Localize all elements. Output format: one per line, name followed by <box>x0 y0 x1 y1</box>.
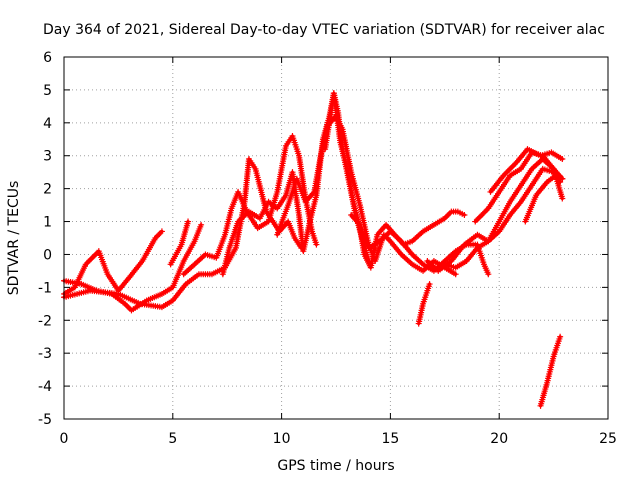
series-markers <box>522 172 566 225</box>
series-markers <box>537 333 564 409</box>
series-track-9 <box>348 211 492 278</box>
series-markers <box>472 149 566 225</box>
series-layer <box>61 90 566 409</box>
series-markers <box>61 156 305 311</box>
x-axis-title: GPS time / hours <box>277 458 394 474</box>
y-tick-label: -2 <box>38 313 52 329</box>
y-tick-label: 4 <box>43 116 52 132</box>
series-track-16 <box>537 333 564 409</box>
series-markers <box>167 218 192 268</box>
x-tick-label: 20 <box>490 431 508 447</box>
series-markers <box>180 132 320 278</box>
series-track-15 <box>522 172 566 225</box>
y-tick-label: 2 <box>43 182 52 198</box>
plot-frame <box>63 56 609 420</box>
y-tick-label: -3 <box>38 346 52 362</box>
series-markers <box>415 281 433 327</box>
x-tick-label: 15 <box>381 431 399 447</box>
y-tick-label: 5 <box>43 83 52 99</box>
y-tick-label: -4 <box>38 379 52 395</box>
y-tick-label: 3 <box>43 149 52 165</box>
series-markers <box>487 146 566 195</box>
y-tick-label: 6 <box>43 50 52 66</box>
series-track-14 <box>487 146 566 195</box>
y-axis-title: SDTVAR / TECUs <box>6 181 22 296</box>
series-track-13 <box>472 149 566 225</box>
series-track-1 <box>61 228 165 297</box>
series-track-3 <box>61 156 305 311</box>
y-tick-label: -1 <box>38 280 52 296</box>
tick-layer: 0 5 10 15 20 25 -5 -4 -3 -2 -1 0 1 2 3 4 5 6 <box>38 50 617 447</box>
series-trace <box>62 157 303 309</box>
chart-title: Day 364 of 2021, Sidereal Day-to-day VTE… <box>43 22 605 38</box>
x-tick-label: 5 <box>168 431 177 447</box>
y-tick-label: -5 <box>38 412 52 428</box>
series-track-10 <box>415 281 433 327</box>
x-tick-label: 25 <box>599 431 617 447</box>
x-tick-label: 0 <box>60 431 69 447</box>
series-trace <box>425 167 562 273</box>
x-tick-label: 10 <box>273 431 291 447</box>
series-track-5 <box>180 132 320 278</box>
y-tick-label: 0 <box>43 247 52 263</box>
series-track-11 <box>424 165 564 274</box>
y-tick-label: 1 <box>43 215 52 231</box>
series-track-4 <box>167 218 192 268</box>
